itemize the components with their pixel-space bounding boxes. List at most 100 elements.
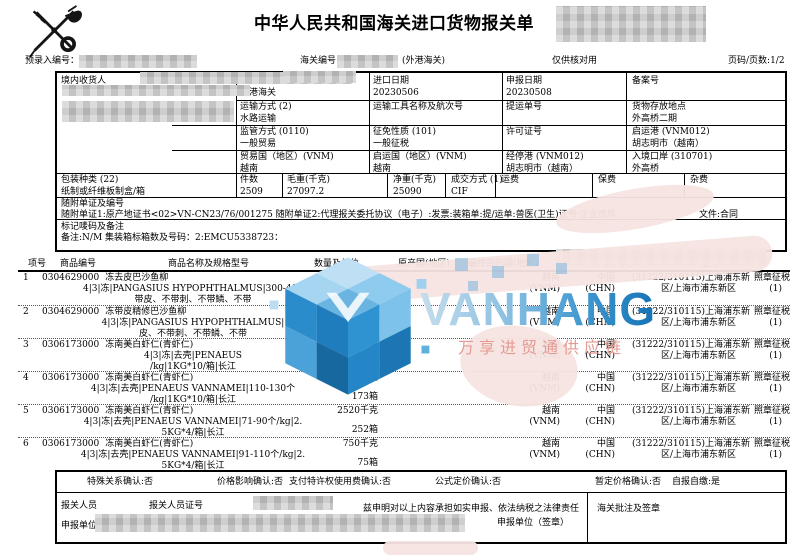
goods-item-body: 0306173000 冻南美白虾仁(青虾仁) 4|3|冻|去壳|PENAEUS VA…: [42, 405, 312, 438]
grid-line: [587, 492, 588, 542]
goods-item-spec: /kg|1KG*10/箱|长江: [150, 362, 236, 372]
place-line2: 区/上海市浦东新区: [660, 384, 736, 394]
depart-country-label: 启运国（地区）(VNM): [373, 152, 467, 162]
grid-line: [236, 73, 237, 197]
origin-code: (VNM): [500, 318, 560, 329]
goods-item-boxes: 173箱: [351, 392, 378, 402]
goods-item-code: 0304629000: [42, 307, 100, 317]
via-port-label: 经停港 (VNM012): [506, 152, 584, 162]
grid-line: [626, 73, 627, 173]
supervision-value: 一般贸易: [240, 139, 277, 149]
goods-item-code: 0306173000: [42, 373, 100, 383]
goods-item-duty: 照章征税 (1): [750, 405, 790, 437]
record-no-label: 备案号: [632, 76, 660, 86]
import-date-label: 进口日期: [373, 76, 410, 86]
insurance-label: 保费: [598, 175, 617, 185]
grid-line: [172, 125, 785, 126]
origin-code: (VNM): [500, 284, 560, 295]
goods-item-spec: 5KG*4/箱|长江: [161, 461, 225, 471]
redaction-block: [253, 496, 333, 510]
goods-item-code: 0306173000: [42, 340, 100, 350]
redaction-block: [556, 6, 706, 42]
storage-place-value: 外高桥二期: [632, 114, 678, 124]
redaction-block: [95, 514, 465, 532]
watermark-brand-text: VANHANG: [420, 283, 657, 335]
place-line2: 区/上海市浦东新区: [660, 417, 736, 427]
watermark-pixel: [455, 258, 468, 271]
transport-mode-label: 运输方式 (2): [240, 102, 292, 112]
goods-item-line1: 0306173000 冻南美白虾仁(青虾仁): [42, 406, 312, 417]
goods-item-spec: 4|3|冻|PANGASIUS HYPOPHTHALMUS|: [101, 318, 285, 328]
redaction-smudge: [383, 541, 478, 555]
place-line1: (31222/310115)上海浦东新: [631, 439, 750, 449]
duty-text: 照章征税: [753, 406, 790, 416]
trade-country-value: 越南: [240, 164, 259, 174]
place-line2: 区/上海市浦东新区: [660, 318, 736, 328]
goods-item-destination: 中国(CHN): [560, 405, 615, 437]
depart-port-value: 胡志明市（越南）: [632, 139, 705, 149]
col-header-item-no: 项号: [28, 259, 47, 269]
dest-country: 中国: [596, 439, 615, 449]
license-no-label: 许可证号: [506, 127, 543, 137]
goods-row: 5 0306173000 冻南美白虾仁(青虾仁) 4|3|冻|去壳|PENAEUS V…: [18, 404, 790, 438]
entry-port-value: 外高桥: [632, 164, 660, 174]
formula-price-confirm: 公式定价确认:否: [435, 477, 502, 487]
duty-text: 照章征税: [753, 373, 790, 383]
watermark-slogan-text: 万享进贸通供应链: [458, 338, 627, 357]
redaction-block: [62, 101, 234, 122]
goods-item-name: 冻南美白虾仁(青虾仁): [105, 439, 194, 449]
goods-item-spec: 4|3|冻|去壳|PENAEUS VANNAMEI|91-110个/kg|2.: [80, 450, 306, 460]
grid-line: [236, 100, 785, 101]
bill-no-label: 提运单号: [506, 102, 543, 112]
goods-item-code: 0306173000: [42, 406, 100, 416]
special-relation-confirm: 特殊关系确认:否: [87, 477, 154, 487]
col-header-name-spec: 商品名称及规格型号: [168, 259, 250, 269]
marks-notes-text: 备注:N/M 集装箱标箱数及号码：2:EMCU5338723：: [61, 233, 284, 243]
grid-line: [387, 173, 388, 197]
origin-code: (VNM): [529, 450, 560, 460]
vessel-label: 运输工具名称及航次号: [373, 102, 464, 112]
goods-item-name: 冻带皮精修巴沙鱼柳: [105, 307, 187, 317]
net-weight-value: 25090: [393, 187, 422, 197]
goods-item-spec: /kg|1KG*10/箱|长江: [150, 395, 236, 405]
declare-date-value: 20230508: [506, 88, 552, 98]
goods-item-no: 2: [23, 307, 29, 317]
misc-fee-label: 杂费: [690, 175, 709, 185]
terms-value: CIF: [451, 187, 468, 197]
place-line1: (31222/310115)上海浦东新: [631, 406, 750, 416]
goods-item-name: 冻南美白虾仁(青虾仁): [105, 340, 194, 350]
goods-item-domestic-place: (31222/310115)上海浦东新 区/上海市浦东新区: [615, 372, 750, 404]
gross-weight-value: 27097.2: [287, 187, 325, 197]
terms-label: 成交方式 (1): [451, 175, 503, 185]
goods-item-body: 0306173000 冻南美白虾仁(青虾仁) 4|3|冻|去壳|PENAEUS/kg…: [42, 339, 312, 372]
declare-unit-sign-label: 申报单位（签章）: [496, 518, 569, 528]
grid-line: [57, 219, 785, 220]
dest-code: (CHN): [585, 450, 615, 460]
dest-code: (CHN): [585, 384, 615, 394]
goods-item-destination: 中国(CHN): [560, 306, 615, 338]
grid-line: [495, 173, 496, 197]
watermark-pixel: [468, 281, 478, 291]
check-only-note: 仅供核对用: [552, 56, 598, 66]
grid-line: [369, 73, 370, 173]
duty-code: (1): [769, 417, 782, 427]
dest-country: 中国: [596, 406, 615, 416]
redaction-block: [283, 71, 356, 83]
levy-nature-label: 征免性质 (101): [373, 127, 437, 137]
goods-item-domestic-place: (31222/310115)上海浦东新 区/上海市浦东新区: [615, 339, 750, 371]
origin-country: 越南: [500, 307, 560, 318]
form-title: 中华人民共和国海关进口货物报关单: [254, 14, 534, 33]
goods-item-spec: 带皮、不带刺、不带鳞、不带: [134, 295, 252, 305]
depart-port-label: 启运港 (VNM012): [632, 127, 710, 137]
goods-item-destination: 中国(CHN): [560, 438, 615, 470]
customs-endorsement-label: 海关批注及签章: [597, 504, 661, 514]
dest-country: 中国: [560, 307, 615, 318]
goods-item-duty: 照章征税 (1): [750, 438, 790, 470]
attached-docs-tail: 文件:合同: [699, 210, 739, 220]
goods-item-destination: 中国(CHN): [560, 339, 615, 371]
grid-line: [57, 173, 785, 174]
goods-item-code: 0306173000: [42, 439, 100, 449]
gross-weight-label: 毛重(千克): [287, 175, 331, 185]
redaction-block: [337, 55, 398, 68]
dest-code: (CHN): [560, 318, 615, 329]
